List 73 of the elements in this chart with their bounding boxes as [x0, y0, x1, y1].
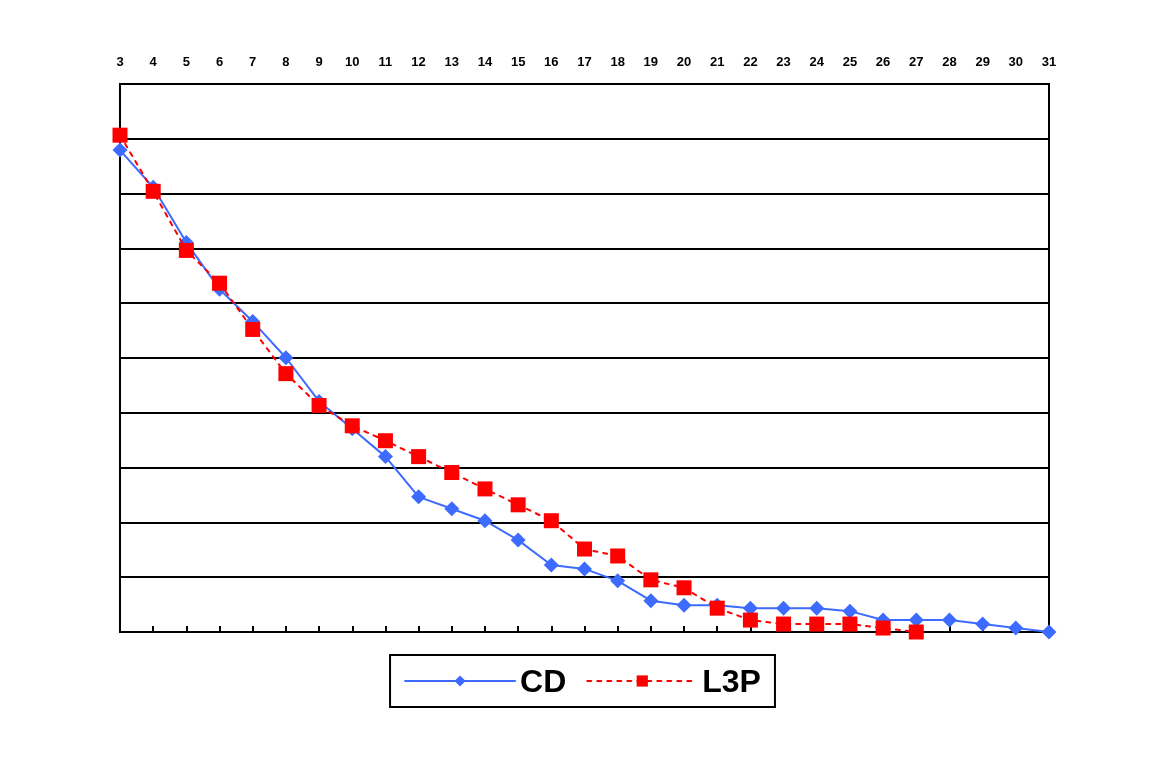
point [510, 497, 526, 513]
legend-label: L3P [702, 663, 761, 699]
x-tick-label: 25 [842, 54, 858, 69]
x-tick-label: 3 [116, 54, 124, 69]
point [809, 616, 825, 632]
point [776, 600, 792, 616]
point [112, 127, 128, 143]
x-tick-label: 8 [282, 54, 290, 69]
x-tick-label: 6 [215, 54, 224, 69]
point [278, 350, 294, 366]
x-tick-label: 7 [249, 54, 257, 69]
x-tick-label: 16 [544, 54, 559, 69]
point [278, 366, 294, 382]
point [1041, 624, 1057, 640]
x-tick-label: 9 [315, 54, 323, 69]
point [510, 532, 526, 548]
point [577, 561, 592, 577]
point [245, 321, 261, 337]
point [842, 603, 858, 619]
point [742, 612, 758, 628]
point [477, 513, 493, 529]
x-tick-label: 30 [1008, 54, 1024, 69]
x-tick-label: 26 [875, 54, 891, 69]
point [676, 580, 692, 596]
point [809, 600, 825, 616]
x-tick-label: 17 [577, 54, 592, 69]
point [411, 489, 427, 505]
x-tick-label: 15 [510, 54, 526, 69]
point [610, 573, 626, 589]
x-tick-label: 13 [444, 54, 460, 69]
point [311, 397, 327, 413]
point [212, 275, 228, 291]
point [676, 597, 692, 613]
point [543, 557, 559, 573]
x-tick-label: 5 [182, 54, 190, 69]
point [444, 501, 460, 517]
x-tick-label: 12 [411, 54, 426, 69]
point [908, 624, 924, 640]
point [411, 449, 427, 465]
point [842, 616, 858, 632]
x-tick-label: 28 [942, 54, 957, 69]
x-tick-label: 31 [1041, 54, 1057, 69]
x-tick-label: 4 [149, 54, 158, 69]
x-tick-label: 19 [643, 54, 659, 69]
point [577, 541, 592, 557]
x-tick-label: 18 [610, 54, 625, 69]
x-tick-label: 11 [378, 54, 393, 69]
x-tick-label: 22 [743, 54, 758, 69]
point [145, 183, 161, 199]
point [112, 142, 128, 158]
legend-label: CD [520, 663, 567, 699]
point [477, 481, 493, 497]
x-tick-label: 24 [809, 54, 825, 69]
point [444, 465, 460, 481]
x-tick-label: 27 [909, 54, 924, 69]
point [178, 242, 194, 258]
point [643, 572, 659, 588]
point [875, 620, 891, 636]
point [941, 612, 957, 628]
x-tick-label: 10 [345, 54, 360, 69]
x-tick-label: 21 [709, 54, 725, 69]
point [377, 449, 393, 465]
point [543, 513, 559, 529]
point [643, 593, 659, 609]
point [776, 616, 792, 632]
x-tick-label: 20 [676, 54, 692, 69]
x-tick-label: 14 [477, 54, 493, 69]
point [1008, 620, 1024, 636]
point [377, 433, 393, 449]
point [610, 548, 626, 564]
x-tick-label: 29 [975, 54, 990, 69]
x-tick-label: 23 [776, 54, 791, 69]
point [975, 616, 991, 632]
